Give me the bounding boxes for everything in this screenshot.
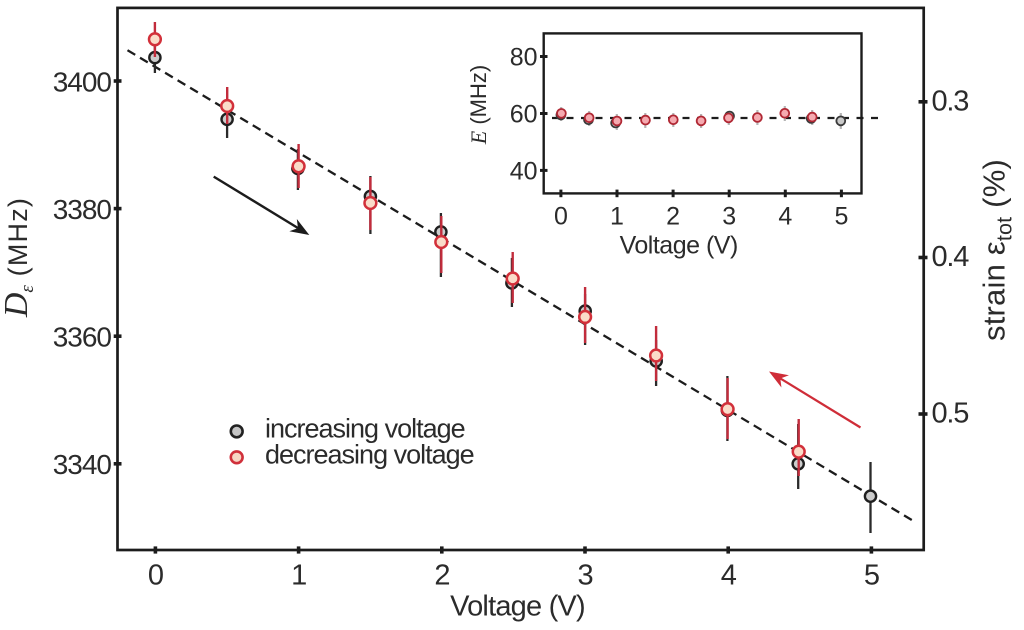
svg-text:0: 0 [148,559,164,591]
svg-text:40: 40 [510,157,538,185]
svg-text:Voltage (V): Voltage (V) [620,232,738,260]
svg-text:E (MHz): E (MHz) [466,65,491,145]
svg-text:3380: 3380 [53,194,112,225]
svg-text:3340: 3340 [53,449,112,480]
svg-text:0: 0 [554,202,568,230]
svg-text:60: 60 [510,100,538,128]
svg-text:increasing voltage: increasing voltage [265,413,465,443]
svg-text:3: 3 [578,559,594,591]
svg-text:2: 2 [434,559,450,591]
svg-text:3: 3 [722,202,736,230]
svg-text:Voltage (V): Voltage (V) [450,591,585,623]
svg-text:0.3: 0.3 [932,85,969,117]
svg-text:0.5: 0.5 [932,398,969,430]
svg-text:1: 1 [291,559,307,591]
svg-text:4: 4 [721,559,737,591]
svg-text:Dε (MHz): Dε (MHz) [0,197,38,318]
svg-text:3400: 3400 [53,66,112,97]
svg-text:2: 2 [666,202,680,230]
svg-text:1: 1 [610,202,624,230]
svg-text:5: 5 [864,559,880,591]
svg-text:0.4: 0.4 [932,241,970,273]
svg-text:3360: 3360 [53,322,112,353]
svg-text:5: 5 [834,202,848,230]
svg-text:strain εtot (%): strain εtot (%) [977,159,1017,341]
svg-text:80: 80 [510,43,538,71]
svg-text:decreasing voltage: decreasing voltage [265,439,474,469]
svg-text:4: 4 [778,202,792,230]
